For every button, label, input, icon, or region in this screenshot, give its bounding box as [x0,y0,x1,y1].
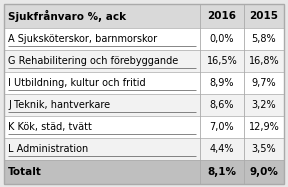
Text: 3,5%: 3,5% [252,144,276,154]
Text: 16,8%: 16,8% [249,56,279,66]
FancyBboxPatch shape [4,50,284,72]
Text: G Rehabilitering och förebyggande: G Rehabilitering och förebyggande [8,56,178,66]
FancyBboxPatch shape [4,72,284,94]
Text: 9,0%: 9,0% [250,167,278,177]
Text: 8,1%: 8,1% [207,167,236,177]
Text: Sjukfrånvaro %, ack: Sjukfrånvaro %, ack [8,10,126,22]
FancyBboxPatch shape [4,138,284,160]
Text: 5,8%: 5,8% [252,34,276,44]
Text: 12,9%: 12,9% [249,122,279,132]
FancyBboxPatch shape [4,116,284,138]
Text: K Kök, städ, tvätt: K Kök, städ, tvätt [8,122,92,132]
Text: L Administration: L Administration [8,144,88,154]
Text: J Teknik, hantverkare: J Teknik, hantverkare [8,100,110,110]
Text: I Utbildning, kultur och fritid: I Utbildning, kultur och fritid [8,78,146,88]
Text: 2016: 2016 [207,11,236,21]
Text: 8,6%: 8,6% [210,100,234,110]
FancyBboxPatch shape [4,94,284,116]
FancyBboxPatch shape [4,4,284,28]
Text: 9,7%: 9,7% [252,78,276,88]
Text: 3,2%: 3,2% [252,100,276,110]
Text: A Sjuksköterskor, barnmorskor: A Sjuksköterskor, barnmorskor [8,34,157,44]
Text: Totalt: Totalt [8,167,42,177]
FancyBboxPatch shape [4,160,284,184]
Text: 7,0%: 7,0% [210,122,234,132]
Text: 16,5%: 16,5% [206,56,237,66]
Text: 2015: 2015 [249,11,278,21]
Text: 0,0%: 0,0% [210,34,234,44]
Text: 4,4%: 4,4% [210,144,234,154]
FancyBboxPatch shape [4,28,284,50]
Text: 8,9%: 8,9% [210,78,234,88]
